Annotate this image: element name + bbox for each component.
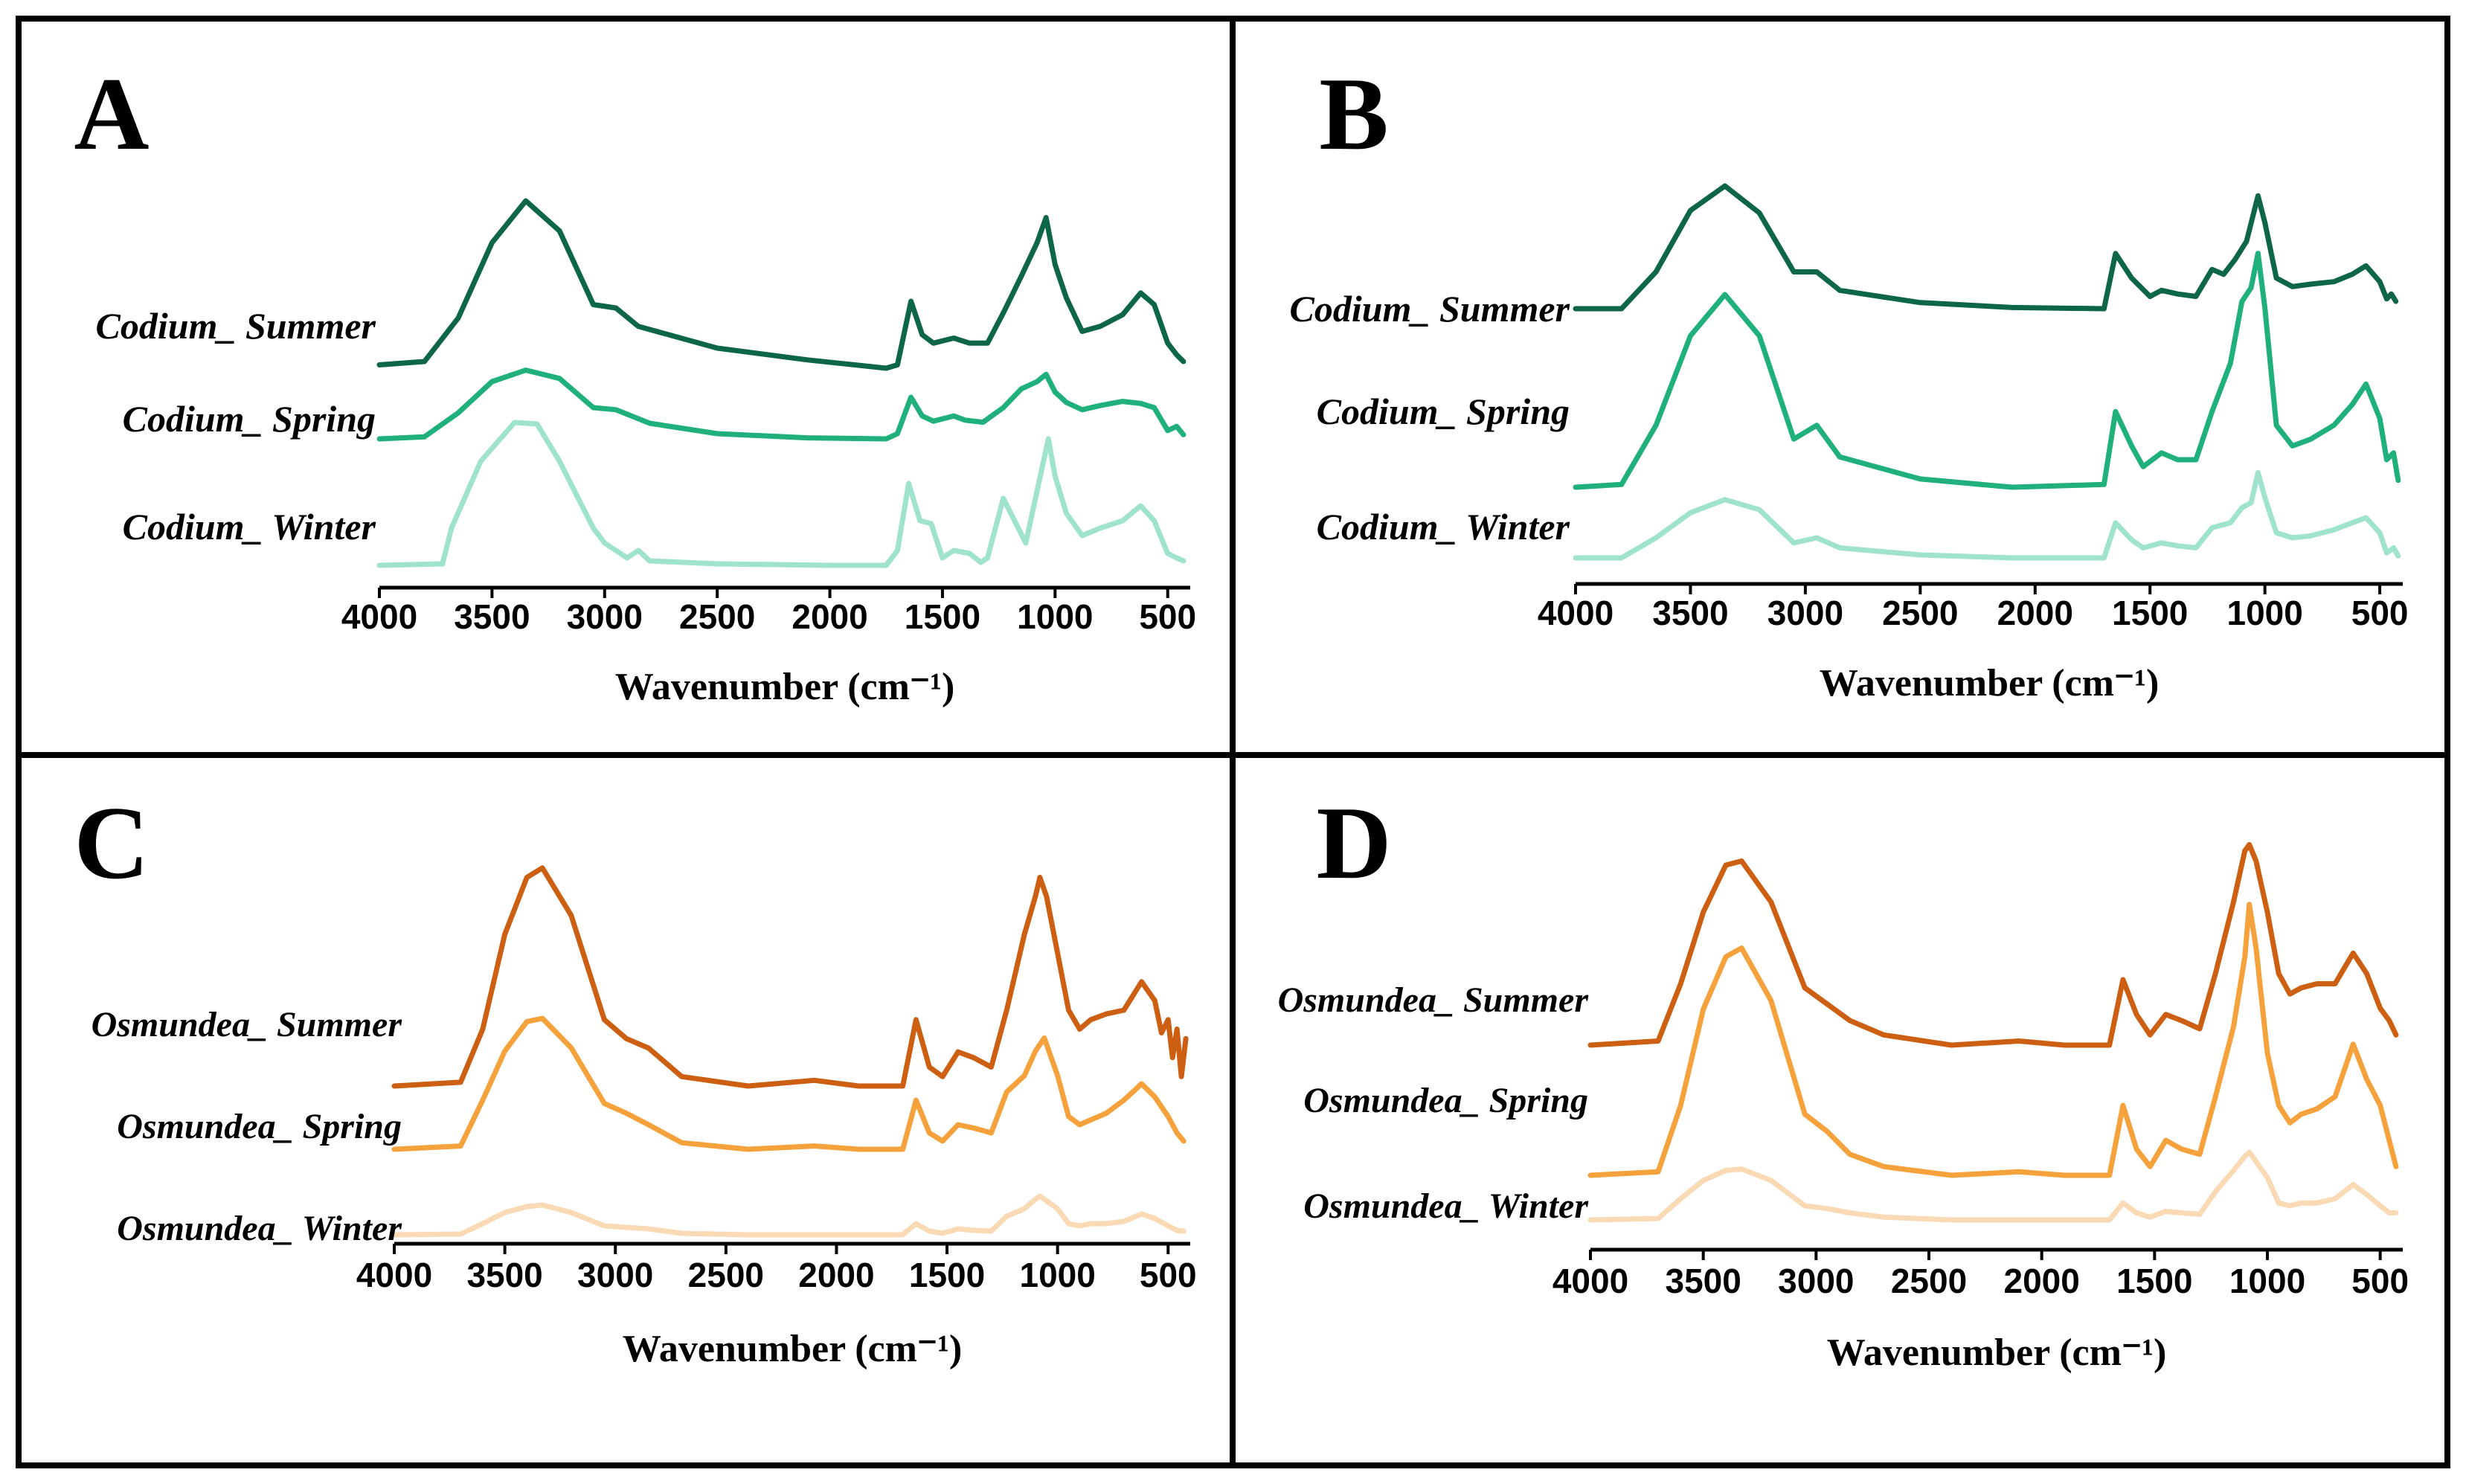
panel-b-series-label-1: Codium_ Summer [1290,288,1570,330]
panel-c-x-tick-label-3500: 3500 [466,1256,542,1294]
panel-b-series-label-2: Codium_ Spring [1317,391,1570,432]
panel-b-x-tick-label-2000: 2000 [1997,594,2073,632]
panel-a-x-tick-label-3500: 3500 [454,597,530,636]
panel-c-series-label-3: Osmundea_ Winter [117,1209,402,1248]
panel-d-x-tick-label-2000: 2000 [2003,1262,2079,1300]
panel-a-series-line-2 [376,367,1187,442]
panel-d-x-tick-label-3500: 3500 [1665,1262,1741,1300]
panel-a-x-tick-label-4000: 4000 [341,597,417,636]
panel-d-letter: D [1316,786,1391,901]
panel-d-x-axis-title: Wavenumber (cm⁻¹) [1827,1332,2167,1374]
panel-b-series-label-3: Codium_ Winter [1317,506,1570,547]
panel-c-series-line-2 [391,1015,1187,1152]
panel-c-series-label-1: Osmundea_ Summer [91,1005,403,1044]
panel-c-letter: C [74,786,149,901]
panel-a-x-axis-title: Wavenumber (cm⁻¹) [615,666,955,708]
panel-a-series-line-1 [376,198,1187,371]
panel-c-x-tick-label-2500: 2500 [688,1256,764,1294]
panel-d-x-tick-label-1000: 1000 [2229,1262,2305,1300]
panel-d-series-line-1 [1587,842,2399,1048]
panel-d-x-tick-label-1500: 1500 [2116,1262,2192,1300]
panel-b-x-tick-label-2500: 2500 [1882,594,1958,632]
panel-d-series-line-2 [1587,902,2399,1178]
panel-c-series-line-1 [391,865,1189,1089]
panel-d-series-label-2: Osmundea_ Spring [1303,1081,1588,1120]
panel-b-series-line-3 [1573,469,2401,561]
panel-b-letter: B [1319,57,1388,172]
panel-d-series-label-1: Osmundea_ Summer [1278,980,1590,1020]
panel-b-series-line-2 [1573,251,2401,490]
panel-b-x-tick-label-500: 500 [2351,594,2409,632]
panel-c-series-label-2: Osmundea_ Spring [117,1107,402,1146]
panel-c-x-tick-label-4000: 4000 [356,1256,432,1294]
panel-a-x-tick-label-3000: 3000 [567,597,643,636]
panel-b-x-tick-label-3500: 3500 [1652,594,1728,632]
panel-b-x-tick-label-4000: 4000 [1538,594,1614,632]
panel-c-x-tick-label-1500: 1500 [909,1256,985,1294]
panel-d-x-tick-label-500: 500 [2351,1262,2409,1300]
panel-b-x-tick-label-1000: 1000 [2226,594,2302,632]
panel-b-x-tick-label-3000: 3000 [1767,594,1843,632]
panel-d-x-tick-label-2500: 2500 [1891,1262,1967,1300]
panel-c-x-tick-label-500: 500 [1140,1256,1197,1294]
panel-d-x-tick-label-4000: 4000 [1553,1262,1628,1300]
panel-a-series-line-3 [376,420,1187,568]
panel-a-x-tick-label-1000: 1000 [1017,597,1093,636]
panel-c: C Osmundea_ Summer Osmundea_ Spring Osmunde… [74,786,1196,1370]
panel-b-series-line-1 [1573,183,2399,312]
panel-a-x-tick-label-2000: 2000 [792,597,867,636]
panel-b: B Codium_ Summer Codium_ Spring Codium_ Win… [1290,57,2409,704]
panel-a-series-label-2: Codium_ Spring [123,398,376,440]
panel-a-letter: A [74,57,149,172]
panel-a: A Codium_ Summer Codium_ Spring Codium_ Win… [74,57,1196,708]
panel-a-x-tick-label-500: 500 [1139,597,1196,636]
panel-d: D Osmundea_ Summer Osmundea_ Spring Osmunde… [1278,786,2409,1374]
panel-a-x-tick-label-2500: 2500 [679,597,755,636]
panel-c-x-tick-label-2000: 2000 [798,1256,874,1294]
panel-a-x-tick-label-1500: 1500 [905,597,980,636]
panel-d-x-tick-label-3000: 3000 [1778,1262,1854,1300]
panel-b-x-tick-label-1500: 1500 [2112,594,2188,632]
panel-d-series-label-3: Osmundea_ Winter [1303,1186,1589,1226]
panel-d-series-line-3 [1587,1149,2399,1223]
panel-a-series-label-1: Codium_ Summer [96,305,376,347]
panel-c-series-line-3 [391,1193,1187,1238]
panel-b-x-axis-title: Wavenumber (cm⁻¹) [1820,662,2160,704]
panel-c-x-tick-label-3000: 3000 [577,1256,653,1294]
panel-c-x-tick-label-1000: 1000 [1019,1256,1095,1294]
panel-a-series-label-3: Codium_ Winter [123,506,376,547]
panel-c-x-axis-title: Wavenumber (cm⁻¹) [623,1328,963,1370]
